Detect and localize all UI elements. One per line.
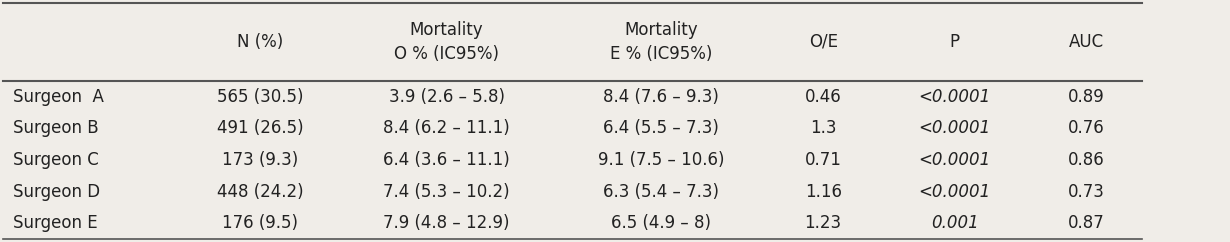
Text: 6.4 (5.5 – 7.3): 6.4 (5.5 – 7.3) bbox=[603, 119, 718, 137]
Text: 0.71: 0.71 bbox=[804, 151, 841, 169]
Text: 0.87: 0.87 bbox=[1068, 214, 1105, 232]
Text: 491 (26.5): 491 (26.5) bbox=[216, 119, 304, 137]
Text: <0.0001: <0.0001 bbox=[919, 119, 991, 137]
Text: 1.3: 1.3 bbox=[809, 119, 836, 137]
Text: 3.9 (2.6 – 5.8): 3.9 (2.6 – 5.8) bbox=[389, 88, 504, 106]
Text: 0.46: 0.46 bbox=[804, 88, 841, 106]
Text: 173 (9.3): 173 (9.3) bbox=[221, 151, 298, 169]
Text: 0.73: 0.73 bbox=[1068, 183, 1105, 201]
Text: 1.16: 1.16 bbox=[804, 183, 841, 201]
Text: Surgeon D: Surgeon D bbox=[12, 183, 100, 201]
Text: 448 (24.2): 448 (24.2) bbox=[216, 183, 304, 201]
Text: Mortality
E % (IC95%): Mortality E % (IC95%) bbox=[610, 21, 712, 63]
Text: P: P bbox=[950, 33, 959, 51]
Text: Mortality
O % (IC95%): Mortality O % (IC95%) bbox=[394, 21, 499, 63]
Text: 176 (9.5): 176 (9.5) bbox=[221, 214, 298, 232]
Text: O/E: O/E bbox=[808, 33, 838, 51]
Text: <0.0001: <0.0001 bbox=[919, 151, 991, 169]
Text: 7.9 (4.8 – 12.9): 7.9 (4.8 – 12.9) bbox=[384, 214, 510, 232]
Text: Surgeon C: Surgeon C bbox=[12, 151, 98, 169]
Text: 6.5 (4.9 – 8): 6.5 (4.9 – 8) bbox=[611, 214, 711, 232]
Text: 0.89: 0.89 bbox=[1068, 88, 1105, 106]
Text: Surgeon  A: Surgeon A bbox=[12, 88, 103, 106]
Text: 6.4 (3.6 – 11.1): 6.4 (3.6 – 11.1) bbox=[384, 151, 510, 169]
Text: 8.4 (7.6 – 9.3): 8.4 (7.6 – 9.3) bbox=[603, 88, 718, 106]
Text: <0.0001: <0.0001 bbox=[919, 183, 991, 201]
Text: Surgeon B: Surgeon B bbox=[12, 119, 98, 137]
Text: 0.001: 0.001 bbox=[931, 214, 979, 232]
Text: 0.86: 0.86 bbox=[1068, 151, 1105, 169]
Text: <0.0001: <0.0001 bbox=[919, 88, 991, 106]
Text: 7.4 (5.3 – 10.2): 7.4 (5.3 – 10.2) bbox=[384, 183, 510, 201]
Text: N (%): N (%) bbox=[237, 33, 283, 51]
Text: 1.23: 1.23 bbox=[804, 214, 841, 232]
Text: 8.4 (6.2 – 11.1): 8.4 (6.2 – 11.1) bbox=[384, 119, 510, 137]
Text: 0.76: 0.76 bbox=[1068, 119, 1105, 137]
Text: AUC: AUC bbox=[1069, 33, 1105, 51]
Text: 9.1 (7.5 – 10.6): 9.1 (7.5 – 10.6) bbox=[598, 151, 724, 169]
Text: 565 (30.5): 565 (30.5) bbox=[216, 88, 303, 106]
Text: Surgeon E: Surgeon E bbox=[12, 214, 97, 232]
Text: 6.3 (5.4 – 7.3): 6.3 (5.4 – 7.3) bbox=[603, 183, 718, 201]
